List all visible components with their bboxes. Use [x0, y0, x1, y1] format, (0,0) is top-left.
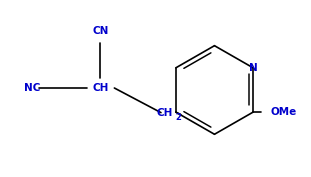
Text: OMe: OMe	[270, 107, 296, 117]
Text: CH: CH	[92, 83, 109, 93]
Text: 2: 2	[176, 113, 182, 122]
Text: CH: CH	[157, 108, 173, 118]
Text: NC: NC	[24, 83, 40, 93]
Text: CN: CN	[92, 26, 109, 36]
Text: N: N	[249, 63, 258, 73]
